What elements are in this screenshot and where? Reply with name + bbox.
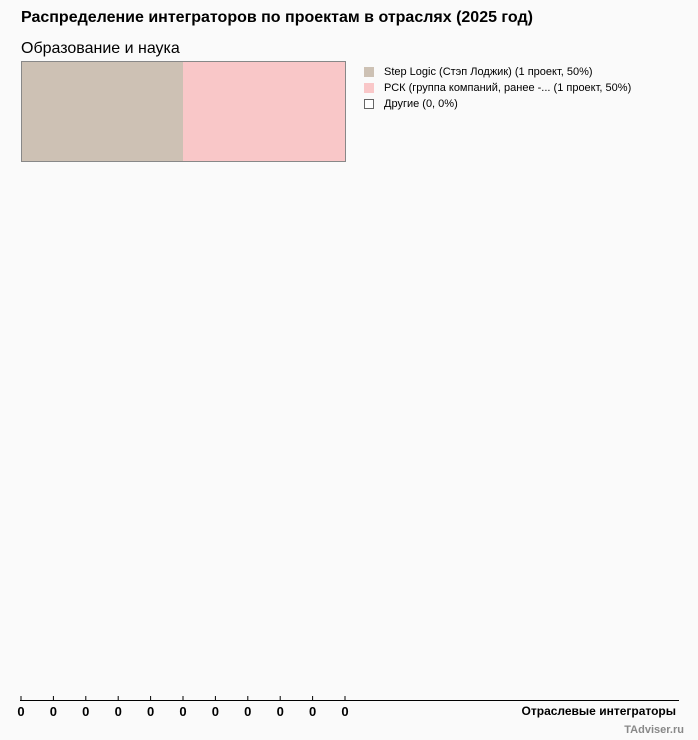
- x-tick-label: 0: [147, 704, 154, 719]
- legend-item[interactable]: Step Logic (Стэп Лоджик) (1 проект, 50%): [364, 66, 593, 78]
- x-tick-label: 0: [212, 704, 219, 719]
- x-tick-label: 0: [309, 704, 316, 719]
- x-tick-label: 0: [82, 704, 89, 719]
- legend-label: Step Logic (Стэп Лоджик) (1 проект, 50%): [384, 66, 593, 78]
- legend-item[interactable]: Другие (0, 0%): [364, 98, 458, 110]
- credit-text: TAdviser.ru: [624, 724, 684, 736]
- treemap-cell-1[interactable]: [183, 61, 345, 161]
- x-tick-label: 0: [244, 704, 251, 719]
- x-tick-label: 0: [341, 704, 348, 719]
- x-tick-label: 0: [179, 704, 186, 719]
- x-axis-label: Отраслевые интеграторы: [521, 704, 676, 718]
- x-tick-label: 0: [277, 704, 284, 719]
- legend-label: РСК (группа компаний, ранее -... (1 прое…: [384, 82, 632, 94]
- treemap-cell-0[interactable]: [21, 61, 183, 161]
- treemap-border: [21, 61, 346, 162]
- legend-item[interactable]: РСК (группа компаний, ранее -... (1 прое…: [364, 82, 631, 94]
- legend-swatch: [364, 67, 374, 77]
- x-tick-label: 0: [50, 704, 57, 719]
- legend-swatch: [364, 83, 374, 93]
- legend-swatch: [364, 99, 374, 109]
- x-tick-label: 0: [115, 704, 122, 719]
- legend-label: Другие (0, 0%): [384, 98, 458, 110]
- chart-title: Распределение интеграторов по проектам в…: [21, 9, 533, 26]
- x-tick-label: 0: [17, 704, 24, 719]
- chart-subtitle: Образование и наука: [21, 40, 180, 57]
